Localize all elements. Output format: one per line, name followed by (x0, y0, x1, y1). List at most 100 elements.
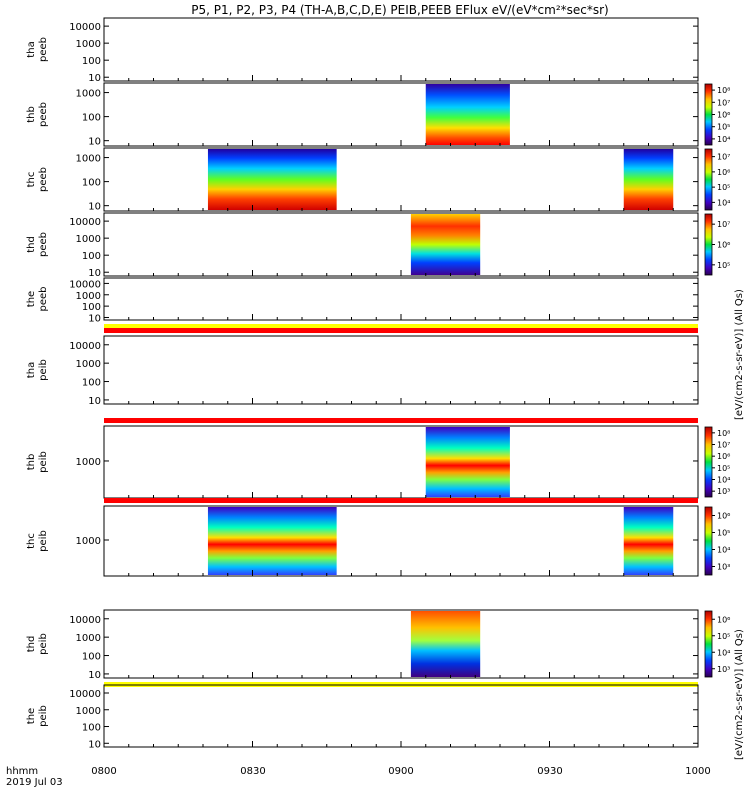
colorbar-label: 10⁵ (717, 261, 730, 270)
panel-instrument-label: peib (38, 633, 49, 655)
x-tick-0930: 0930 (537, 766, 562, 777)
spectrogram-block-thd-peib-0 (410, 611, 481, 677)
panel-frame (103, 609, 699, 679)
panel-probe-label: thc (26, 533, 37, 549)
colorbar-label: 10⁶ (717, 111, 730, 120)
panel-instrument-label: peib (38, 705, 49, 727)
y-tick-label: 10000 (69, 341, 101, 352)
y-tick-label: 10 (88, 137, 101, 148)
colorbar-label: 10⁵ (717, 123, 730, 132)
colorbar-title-text-electrons: [eV/(cm2-s-sr-eV)] (All Qs) (734, 289, 745, 420)
y-tick-label: 100 (82, 302, 101, 313)
panel-instrument-label: peib (38, 359, 49, 381)
y-tick-label: 10 (88, 268, 101, 279)
panel-thc-peib: 1000 thc peib (26, 498, 699, 577)
colorbar-label: 10⁴ (717, 648, 730, 657)
colorbar-label: 10⁶ (717, 512, 730, 521)
y-tick-label: 100 (82, 178, 101, 189)
colorbar-label: 10⁵ (717, 529, 730, 538)
panel-probe-label: thb (26, 106, 37, 123)
colorbar-title-text-ions: [eV/(cm2-s-sr-eV)] (All Qs) (734, 629, 745, 760)
x-label-date: 2019 Jul 03 (6, 777, 63, 788)
panel-label: thb peib (26, 451, 49, 473)
colorbar-label: 10⁷ (717, 98, 730, 107)
colorbar-gradient (704, 213, 713, 276)
colorbar-gradient (704, 610, 713, 678)
colorbar-title-ions: [eV/(cm2-s-sr-eV)] (All Qs) (734, 629, 745, 760)
y-tick-label: 1000 (76, 291, 101, 302)
panel-label: the peeb (26, 287, 49, 312)
colorbar-label: 10⁷ (717, 153, 730, 162)
colorbar-label: 10⁷ (717, 441, 730, 450)
panel-label: thc peib (26, 530, 49, 552)
y-tick-label: 1000 (76, 633, 101, 644)
y-tick-label: 10 (88, 73, 101, 84)
panel-label: the peib (26, 705, 49, 727)
x-tick-0830: 0830 (240, 766, 265, 777)
y-tick-label: 10 (88, 396, 101, 407)
colorbar-thc-peeb: 10⁴ 10⁵ 10⁶ 10⁷ (704, 148, 730, 211)
colorbar-thd-peib: 10³ 10⁴ 10⁵ 10⁶ (704, 610, 730, 678)
panel-instrument-label: peib (38, 451, 49, 473)
panel-the-peib: 10 100 1000 10000 the peib (26, 684, 699, 750)
y-tick-label: 1000 (76, 457, 101, 468)
panel-frame (103, 17, 699, 82)
spectrogram-block-thc-peeb-0 (207, 149, 337, 210)
colorbar-thb-peeb: 10⁴ 10⁵ 10⁶ 10⁷ 10⁸ (704, 83, 730, 146)
panel-probe-label: thb (26, 454, 37, 471)
y-tick-label: 100 (82, 652, 101, 663)
y-tick-label: 100 (82, 378, 101, 389)
y-tick-label: 100 (82, 723, 101, 734)
y-tick-label: 100 (82, 251, 101, 262)
spectrogram-block-thc-peib-0 (207, 507, 337, 575)
panel-frame (103, 684, 699, 748)
panel-probe-label: tha (26, 362, 37, 378)
x-tick-0800: 0800 (91, 766, 116, 777)
panel-frame (103, 277, 699, 321)
panel-probe-label: the (26, 708, 37, 724)
y-tick-label: 10 (88, 202, 101, 213)
panel-probe-label: thd (26, 236, 37, 253)
y-tick-label: 1000 (76, 234, 101, 245)
panel-instrument-label: peeb (38, 287, 49, 312)
spectrogram-block-thc-peeb-1 (623, 149, 674, 210)
colorbar-gradient (704, 148, 713, 211)
panel-thd-peeb: 10 100 1000 10000 thd peeb (26, 212, 699, 279)
colorbar-label: 10⁴ (717, 546, 730, 555)
colorbar-label: 10³ (717, 487, 730, 496)
y-tick-label: 10 (88, 670, 101, 681)
panel-thb-peib: 1000 thb peib (26, 418, 699, 499)
panel-label: thb peeb (26, 102, 49, 127)
panel-thc-peeb: 10 100 1000 thc peeb (26, 147, 699, 213)
colorbar-label: 10⁶ (717, 615, 730, 624)
x-tick-0900: 0900 (388, 766, 413, 777)
colorbar-label: 10³ (717, 563, 730, 572)
colorbar-label: 10⁵ (717, 464, 730, 473)
panel-instrument-label: peeb (38, 232, 49, 257)
red-data-bar (104, 418, 698, 423)
colorbar-label: 10⁸ (717, 86, 730, 95)
yellow-data-bar (104, 324, 698, 329)
panel-tha-peib: 10 100 1000 10000 tha peib (26, 328, 699, 407)
colorbar-title-electrons: [eV/(cm2-s-sr-eV)] (All Qs) (734, 289, 745, 420)
panel-frame (103, 505, 699, 577)
y-tick-label: 100 (82, 113, 101, 124)
panel-frame (103, 147, 699, 212)
panel-label: thd peeb (26, 232, 49, 257)
panel-tha-peeb: 10 100 1000 10000 tha peeb (26, 17, 699, 84)
panel-label: tha peeb (26, 37, 49, 62)
x-axis: 0800 0830 0900 0930 1000 hhmm 2019 Jul 0… (6, 766, 711, 788)
colorbar-label: 10⁶ (717, 168, 730, 177)
panel-instrument-label: peeb (38, 167, 49, 192)
y-tick-label: 10 (88, 739, 101, 750)
panel-thb-peeb: 10 100 1000 thb peeb (26, 82, 699, 148)
y-tick-label: 10000 (69, 689, 101, 700)
panel-instrument-label: peeb (38, 102, 49, 127)
colorbar-thb-peib: 10³ 10⁴ 10⁵ 10⁶ 10⁷ 10⁸ (704, 426, 730, 498)
y-tick-label: 100 (82, 56, 101, 67)
colorbar-label: 10³ (717, 665, 730, 674)
panel-instrument-label: peeb (38, 37, 49, 62)
y-tick-label: 1000 (76, 706, 101, 717)
red-data-bar (104, 498, 698, 503)
